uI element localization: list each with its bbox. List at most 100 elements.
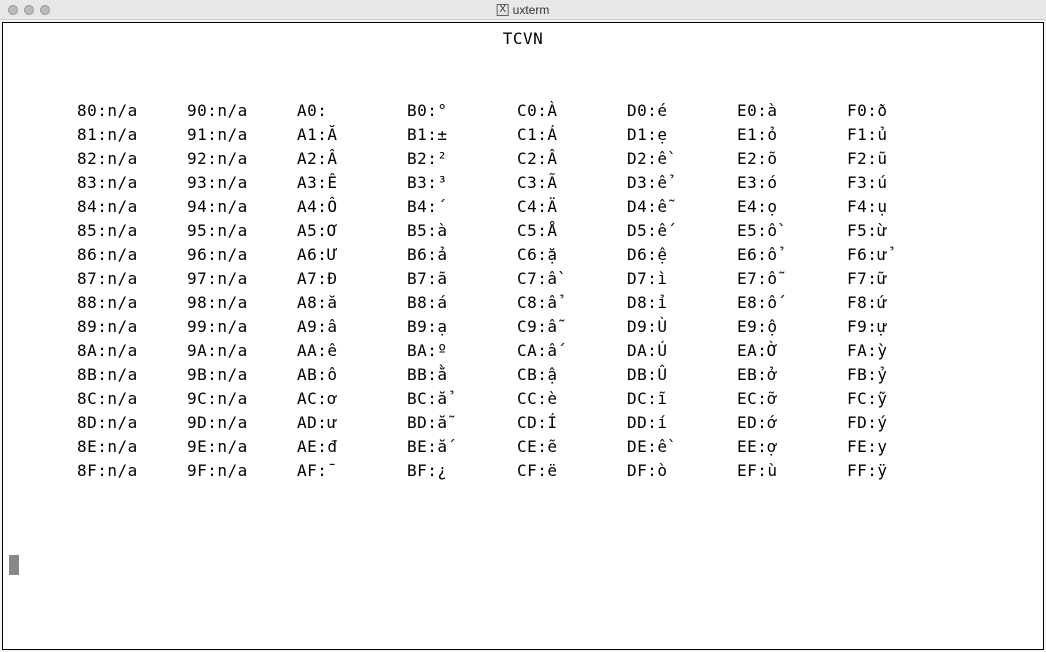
- close-window-button[interactable]: [8, 5, 18, 15]
- codepoint-cell: E5:ồ: [737, 219, 847, 243]
- codepoint-cell: 8A:n/a: [77, 339, 187, 363]
- codepoint-cell: DB:Û: [627, 363, 737, 387]
- codepoint-cell: DA:Ú: [627, 339, 737, 363]
- codepoint-cell: B3:³: [407, 171, 517, 195]
- codepoint-cell: B7:ã: [407, 267, 517, 291]
- codepoint-cell: DF:ò: [627, 459, 737, 483]
- window-titlebar: X uxterm: [0, 0, 1046, 20]
- codepoint-cell: C4:Ä: [517, 195, 627, 219]
- codepoint-cell: DD:í: [627, 411, 737, 435]
- codepoint-column: 90:n/a91:n/a92:n/a93:n/a94:n/a95:n/a96:n…: [187, 99, 297, 483]
- codepoint-cell: C8:ẩ: [517, 291, 627, 315]
- codepoint-cell: AE:đ: [297, 435, 407, 459]
- codepoint-cell: F0:ð: [847, 99, 957, 123]
- codepoint-cell: E1:ỏ: [737, 123, 847, 147]
- codepoint-cell: 8B:n/a: [77, 363, 187, 387]
- codepoint-cell: E9:ộ: [737, 315, 847, 339]
- codepoint-cell: A4:Ô: [297, 195, 407, 219]
- codepoint-cell: CA:ấ: [517, 339, 627, 363]
- encoding-title: TCVN: [9, 27, 1037, 51]
- codepoint-cell: 96:n/a: [187, 243, 297, 267]
- codepoint-cell: 89:n/a: [77, 315, 187, 339]
- codepoint-cell: A6:Ư: [297, 243, 407, 267]
- codepoint-cell: D5:ế: [627, 219, 737, 243]
- codepoint-table: 80:n/a81:n/a82:n/a83:n/a84:n/a85:n/a86:n…: [9, 99, 1037, 483]
- codepoint-cell: D6:ệ: [627, 243, 737, 267]
- codepoint-cell: 9A:n/a: [187, 339, 297, 363]
- codepoint-cell: CD:Í: [517, 411, 627, 435]
- terminal-cursor: [9, 555, 19, 575]
- minimize-window-button[interactable]: [24, 5, 34, 15]
- codepoint-cell: FA:ỳ: [847, 339, 957, 363]
- maximize-window-button[interactable]: [40, 5, 50, 15]
- codepoint-cell: C5:Å: [517, 219, 627, 243]
- codepoint-cell: DC:ĩ: [627, 387, 737, 411]
- codepoint-cell: A2:Â: [297, 147, 407, 171]
- codepoint-cell: FE:y: [847, 435, 957, 459]
- codepoint-cell: D0:é: [627, 99, 737, 123]
- x11-icon: X: [497, 4, 509, 16]
- codepoint-cell: EC:ỡ: [737, 387, 847, 411]
- codepoint-cell: C9:ẫ: [517, 315, 627, 339]
- codepoint-cell: E7:ỗ: [737, 267, 847, 291]
- codepoint-cell: F3:ú: [847, 171, 957, 195]
- codepoint-cell: 9B:n/a: [187, 363, 297, 387]
- codepoint-column: B0:°B1:±B2:²B3:³B4:´B5:àB6:ảB7:ãB8:áB9:ạ…: [407, 99, 517, 483]
- codepoint-cell: 94:n/a: [187, 195, 297, 219]
- codepoint-cell: 98:n/a: [187, 291, 297, 315]
- codepoint-cell: 9F:n/a: [187, 459, 297, 483]
- codepoint-cell: B9:ạ: [407, 315, 517, 339]
- codepoint-cell: AF:¯: [297, 459, 407, 483]
- codepoint-cell: CC:è: [517, 387, 627, 411]
- codepoint-cell: F5:ừ: [847, 219, 957, 243]
- codepoint-cell: CE:ẽ: [517, 435, 627, 459]
- codepoint-cell: D9:Ù: [627, 315, 737, 339]
- codepoint-cell: 80:n/a: [77, 99, 187, 123]
- codepoint-cell: 91:n/a: [187, 123, 297, 147]
- codepoint-cell: C0:À: [517, 99, 627, 123]
- codepoint-cell: 9E:n/a: [187, 435, 297, 459]
- codepoint-cell: F9:ự: [847, 315, 957, 339]
- codepoint-cell: F2:ũ: [847, 147, 957, 171]
- codepoint-cell: 8C:n/a: [77, 387, 187, 411]
- codepoint-cell: DE:ề: [627, 435, 737, 459]
- codepoint-cell: A3:Ê: [297, 171, 407, 195]
- codepoint-cell: 85:n/a: [77, 219, 187, 243]
- codepoint-cell: F8:ứ: [847, 291, 957, 315]
- codepoint-cell: BB:ằ: [407, 363, 517, 387]
- codepoint-cell: 93:n/a: [187, 171, 297, 195]
- codepoint-cell: EF:ù: [737, 459, 847, 483]
- codepoint-cell: A7:Đ: [297, 267, 407, 291]
- codepoint-cell: ED:ớ: [737, 411, 847, 435]
- codepoint-cell: A0:: [297, 99, 407, 123]
- codepoint-cell: B0:°: [407, 99, 517, 123]
- codepoint-cell: EE:ợ: [737, 435, 847, 459]
- codepoint-cell: F1:ủ: [847, 123, 957, 147]
- traffic-lights: [8, 5, 50, 15]
- codepoint-column: A0: A1:ĂA2:ÂA3:ÊA4:ÔA5:ƠA6:ƯA7:ĐA8:ăA9:â…: [297, 99, 407, 483]
- codepoint-cell: B4:´: [407, 195, 517, 219]
- codepoint-cell: FC:ỹ: [847, 387, 957, 411]
- codepoint-column: F0:ðF1:ủF2:ũF3:úF4:ụF5:ừF6:ửF7:ữF8:ứF9:ự…: [847, 99, 957, 483]
- codepoint-cell: FB:ỷ: [847, 363, 957, 387]
- terminal-output[interactable]: TCVN 80:n/a81:n/a82:n/a83:n/a84:n/a85:n/…: [2, 22, 1044, 650]
- codepoint-cell: FF:ÿ: [847, 459, 957, 483]
- codepoint-cell: 95:n/a: [187, 219, 297, 243]
- codepoint-cell: F4:ụ: [847, 195, 957, 219]
- codepoint-cell: BA:º: [407, 339, 517, 363]
- codepoint-cell: B1:±: [407, 123, 517, 147]
- codepoint-cell: D2:ề: [627, 147, 737, 171]
- codepoint-cell: F6:ử: [847, 243, 957, 267]
- codepoint-cell: 8F:n/a: [77, 459, 187, 483]
- codepoint-cell: 99:n/a: [187, 315, 297, 339]
- codepoint-cell: AC:ơ: [297, 387, 407, 411]
- codepoint-cell: E2:õ: [737, 147, 847, 171]
- codepoint-cell: 84:n/a: [77, 195, 187, 219]
- codepoint-cell: C7:ầ: [517, 267, 627, 291]
- codepoint-cell: AA:ê: [297, 339, 407, 363]
- codepoint-cell: B8:á: [407, 291, 517, 315]
- codepoint-cell: B2:²: [407, 147, 517, 171]
- codepoint-cell: FD:ý: [847, 411, 957, 435]
- codepoint-cell: C1:Á: [517, 123, 627, 147]
- codepoint-cell: E8:ố: [737, 291, 847, 315]
